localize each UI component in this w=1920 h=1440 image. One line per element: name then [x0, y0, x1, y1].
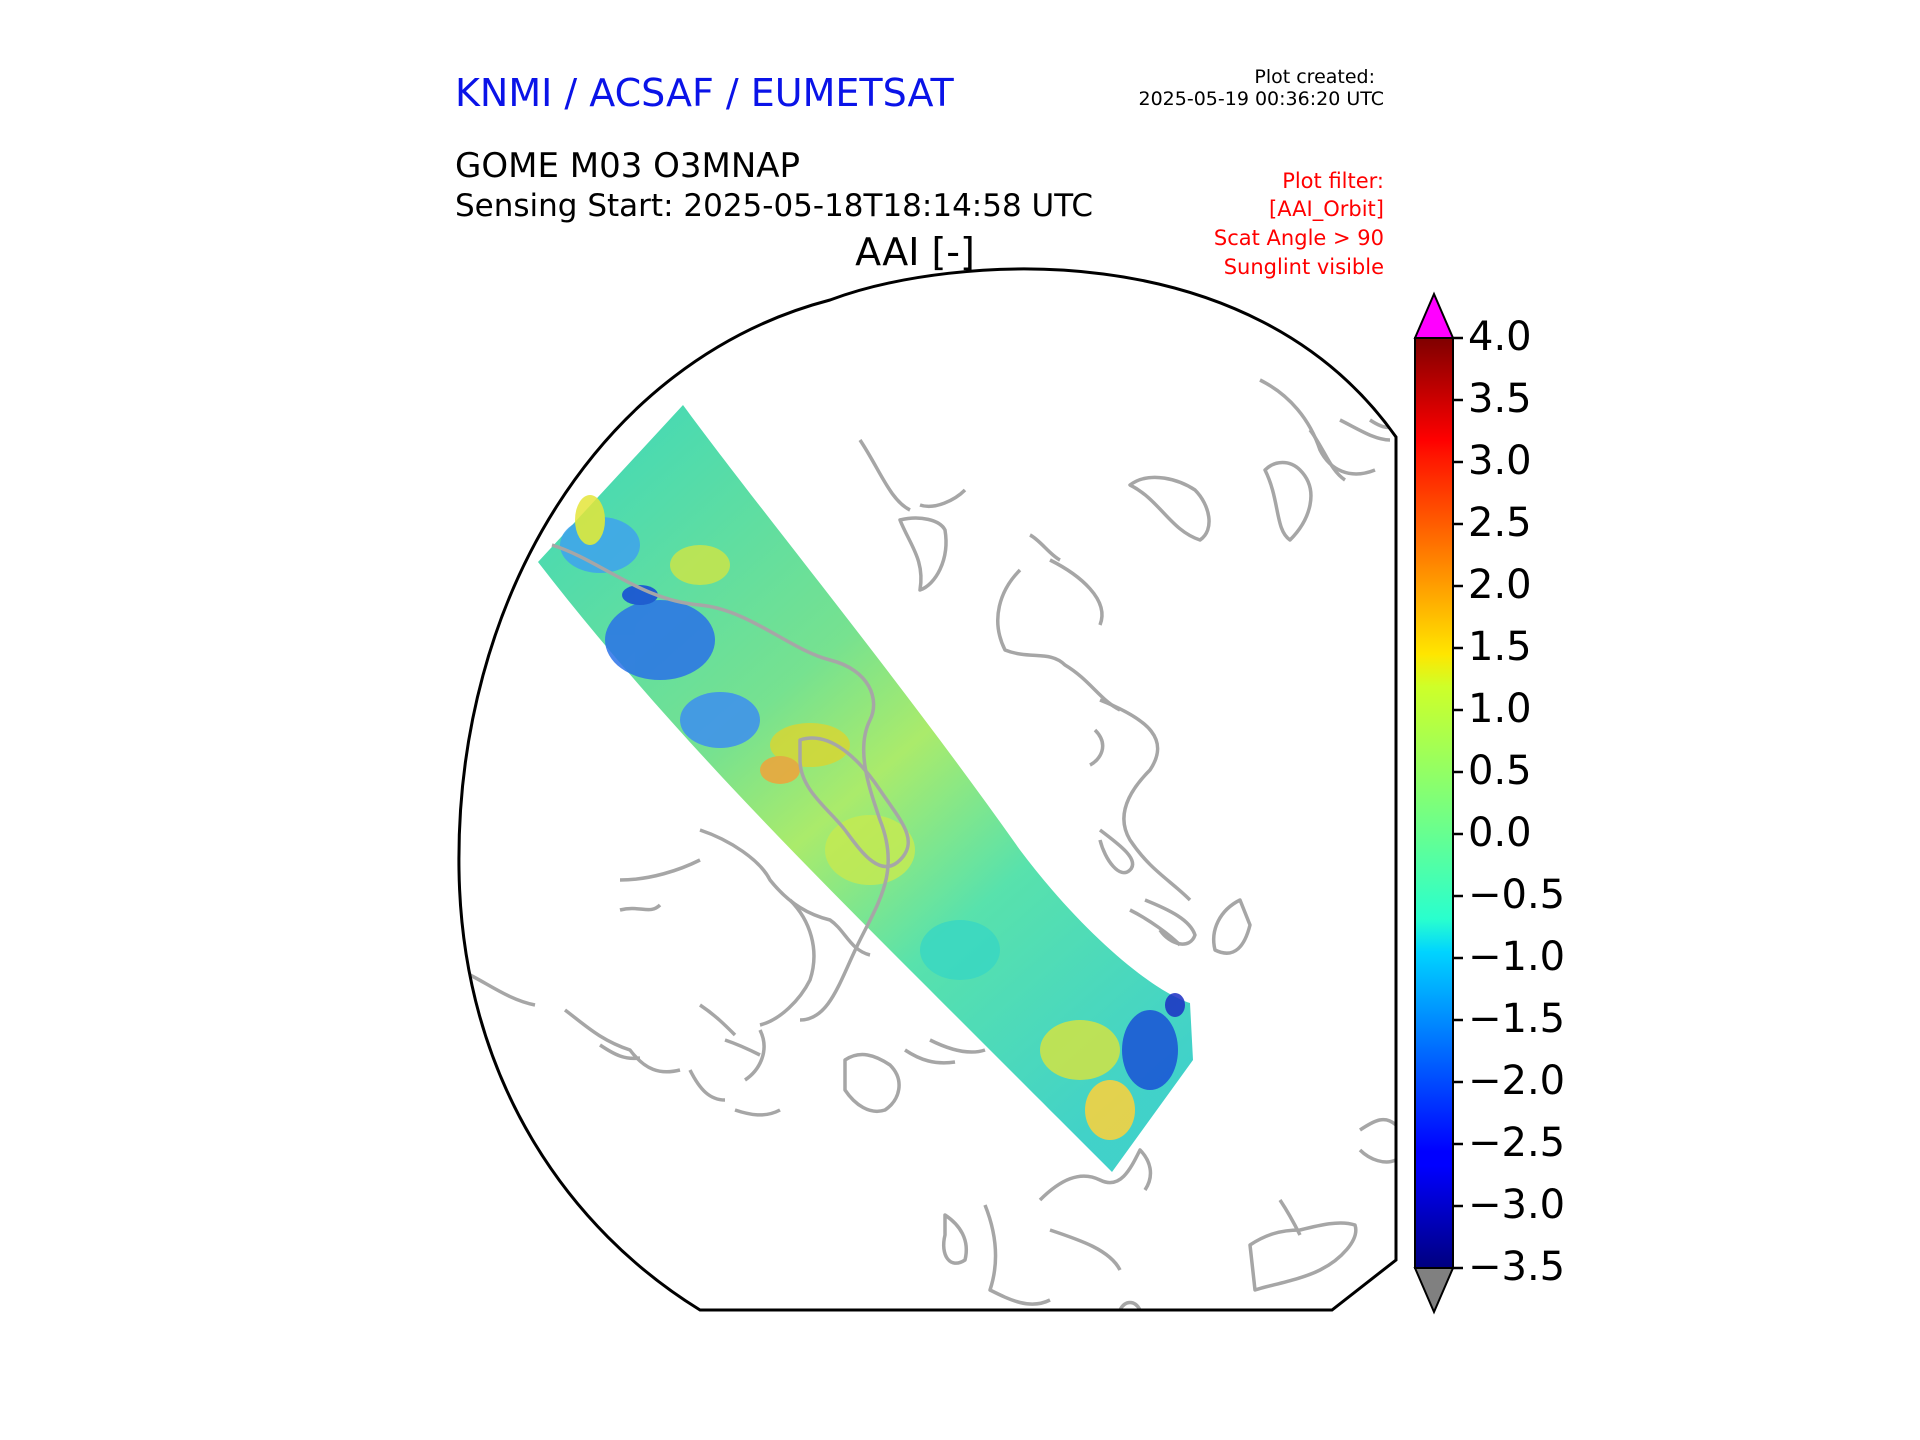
colorbar-tick-label: −2.5 — [1468, 1120, 1566, 1166]
colorbar-tick-label: 0.5 — [1468, 748, 1532, 794]
plot-created-label: Plot created: — [1254, 66, 1375, 88]
colorbar-tick-label: 1.5 — [1468, 624, 1532, 670]
colorbar-tick-label: −0.5 — [1468, 872, 1566, 918]
swath-aai-patches — [560, 495, 1185, 1140]
colorbar-gradient — [1414, 337, 1454, 1269]
plot-filter-heading: Plot filter: — [1282, 169, 1384, 193]
colorbar-tick-label: 2.0 — [1468, 562, 1532, 608]
colorbar-tick-label: −3.5 — [1468, 1244, 1566, 1290]
plot-filter-orbit: [AAI_Orbit] — [1269, 197, 1384, 221]
organization-title: KNMI / ACSAF / EUMETSAT — [455, 71, 954, 115]
satellite-swath — [538, 405, 1193, 1172]
colorbar-tick-label: 0.0 — [1468, 810, 1532, 856]
plot-created-timestamp: 2025-05-19 00:36:20 UTC — [1138, 88, 1385, 110]
colorbar-tick-label: −1.0 — [1468, 934, 1566, 980]
plot-filter-sunglint: Sunglint visible — [1223, 255, 1384, 279]
parameter-title: AAI [-] — [855, 230, 975, 274]
sensing-start-time: Sensing Start: 2025-05-18T18:14:58 UTC — [455, 188, 1093, 224]
colorbar-tick-label: −3.0 — [1468, 1182, 1566, 1228]
colorbar-tick-label: 3.5 — [1468, 376, 1532, 422]
colorbar-extend-over — [1413, 291, 1455, 339]
colorbar-tick-label: 1.0 — [1468, 686, 1532, 732]
colorbar-tick-label: −2.0 — [1468, 1058, 1566, 1104]
colorbar-tick-label: 3.0 — [1468, 438, 1532, 484]
colorbar-extend-under — [1413, 1267, 1455, 1315]
coastlines — [469, 378, 1396, 1310]
colorbar-tick-label: −1.5 — [1468, 996, 1566, 1042]
colorbar-tick-label: 4.0 — [1468, 314, 1532, 360]
colorbar-ticks — [1453, 336, 1463, 1270]
plot-filter-scat-angle: Scat Angle > 90 — [1213, 226, 1384, 250]
map-boundary — [457, 267, 1398, 1312]
colorbar-tick-label: 2.5 — [1468, 500, 1532, 546]
product-title: GOME M03 O3MNAP — [455, 146, 801, 186]
